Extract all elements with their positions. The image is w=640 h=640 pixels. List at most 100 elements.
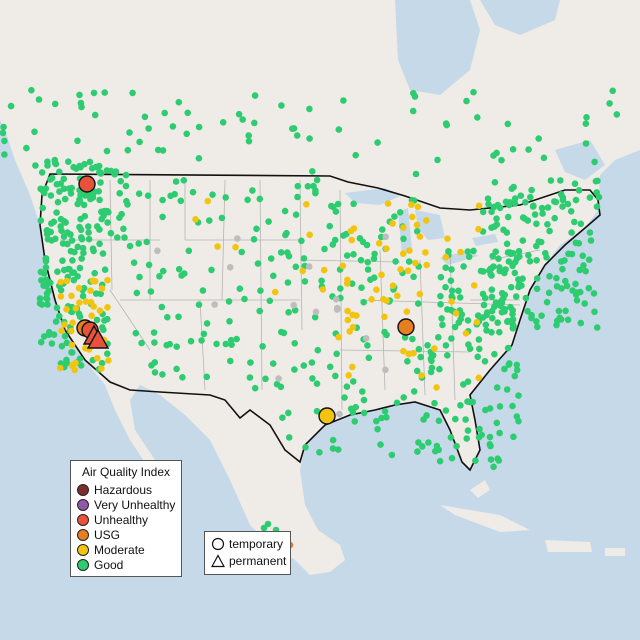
station-dot <box>562 307 569 315</box>
station-dot <box>40 270 48 277</box>
station-dot <box>528 314 535 322</box>
state-line <box>419 259 426 396</box>
station-dot <box>251 119 258 127</box>
station-dot <box>559 203 566 210</box>
station-dot <box>116 190 123 197</box>
station-dot <box>56 312 63 320</box>
state-line <box>449 249 456 401</box>
station-dot <box>148 362 155 369</box>
station-dot <box>232 243 239 251</box>
station-dot <box>475 374 483 382</box>
station-dot <box>0 123 7 131</box>
station-dot <box>356 235 364 242</box>
unhealthy-swatch-icon <box>77 514 89 526</box>
station-dot <box>316 449 323 456</box>
station-dot <box>95 188 102 195</box>
station-dot <box>475 336 483 343</box>
station-dot <box>76 91 83 99</box>
station-dot <box>76 313 84 321</box>
highlight-markers <box>76 175 415 425</box>
station-dot <box>326 363 334 371</box>
station-dot <box>104 315 111 323</box>
station-dot <box>464 248 472 255</box>
station-dot <box>85 223 92 230</box>
station-dot <box>529 203 537 210</box>
station-dot <box>90 89 98 97</box>
station-dot <box>525 146 532 153</box>
station-dot <box>98 365 105 372</box>
unhealthy-triangle-marker <box>86 328 110 349</box>
station-dot <box>533 285 541 293</box>
station-dot <box>72 305 80 312</box>
station-dot <box>358 284 365 292</box>
state-lines <box>60 179 541 411</box>
station-dot <box>54 268 61 276</box>
station-dot <box>399 250 407 257</box>
station-dot <box>195 301 203 309</box>
station-dot <box>48 340 56 347</box>
good-swatch-icon <box>77 559 89 571</box>
station-dot <box>173 365 180 373</box>
station-dot <box>435 334 442 341</box>
station-dot <box>564 316 572 324</box>
station-dot <box>312 187 319 194</box>
station-dot <box>147 288 155 295</box>
station-dot <box>485 200 492 208</box>
state-line <box>259 179 263 391</box>
station-dot <box>553 317 561 325</box>
station-dot <box>88 165 96 172</box>
station-dot <box>493 384 501 391</box>
station-dot <box>63 277 70 285</box>
station-dot <box>370 255 378 262</box>
station-dot <box>462 330 470 337</box>
station-dot <box>580 262 587 269</box>
station-dot <box>78 103 85 111</box>
station-dot <box>348 280 356 288</box>
station-dot <box>482 321 490 329</box>
station-dot <box>52 318 60 325</box>
station-dot <box>476 345 483 353</box>
station-dot <box>334 200 342 208</box>
station-dot <box>591 158 598 166</box>
station-dot <box>408 201 415 208</box>
station-dot <box>593 324 601 331</box>
station-dot <box>364 258 372 266</box>
station-dot <box>413 221 421 229</box>
unhealthy-circle-marker <box>78 175 96 193</box>
station-dot <box>389 220 396 227</box>
station-dot <box>96 196 103 204</box>
station-dot <box>448 298 455 305</box>
station-dot <box>374 425 381 433</box>
station-dot <box>244 196 251 204</box>
station-dot <box>104 350 111 358</box>
station-dot <box>447 434 455 441</box>
station-dot <box>378 414 385 422</box>
station-dot <box>299 267 307 275</box>
station-dot <box>403 308 411 316</box>
station-dot <box>78 255 85 262</box>
station-dot <box>553 274 560 282</box>
station-dot <box>391 213 398 220</box>
station-dot <box>519 237 527 244</box>
station-dot <box>68 349 76 356</box>
station-dot <box>301 278 309 285</box>
station-dot <box>526 258 534 265</box>
station-dot <box>404 267 412 275</box>
station-dot <box>416 233 424 240</box>
legend-item-moderate: Moderate <box>77 543 145 557</box>
station-dot <box>71 366 78 374</box>
station-dot <box>1 151 8 158</box>
station-dot <box>126 129 133 136</box>
station-dot <box>306 105 313 113</box>
station-dot <box>500 226 507 234</box>
station-dot <box>455 319 463 326</box>
station-dot <box>227 357 234 365</box>
station-dot <box>285 434 293 441</box>
station-dot <box>96 307 104 315</box>
station-dot <box>241 295 248 303</box>
station-dot <box>503 386 511 393</box>
station-dot <box>332 296 340 303</box>
station-dot <box>300 362 308 369</box>
station-dot <box>318 277 325 285</box>
station-dot <box>151 339 158 346</box>
